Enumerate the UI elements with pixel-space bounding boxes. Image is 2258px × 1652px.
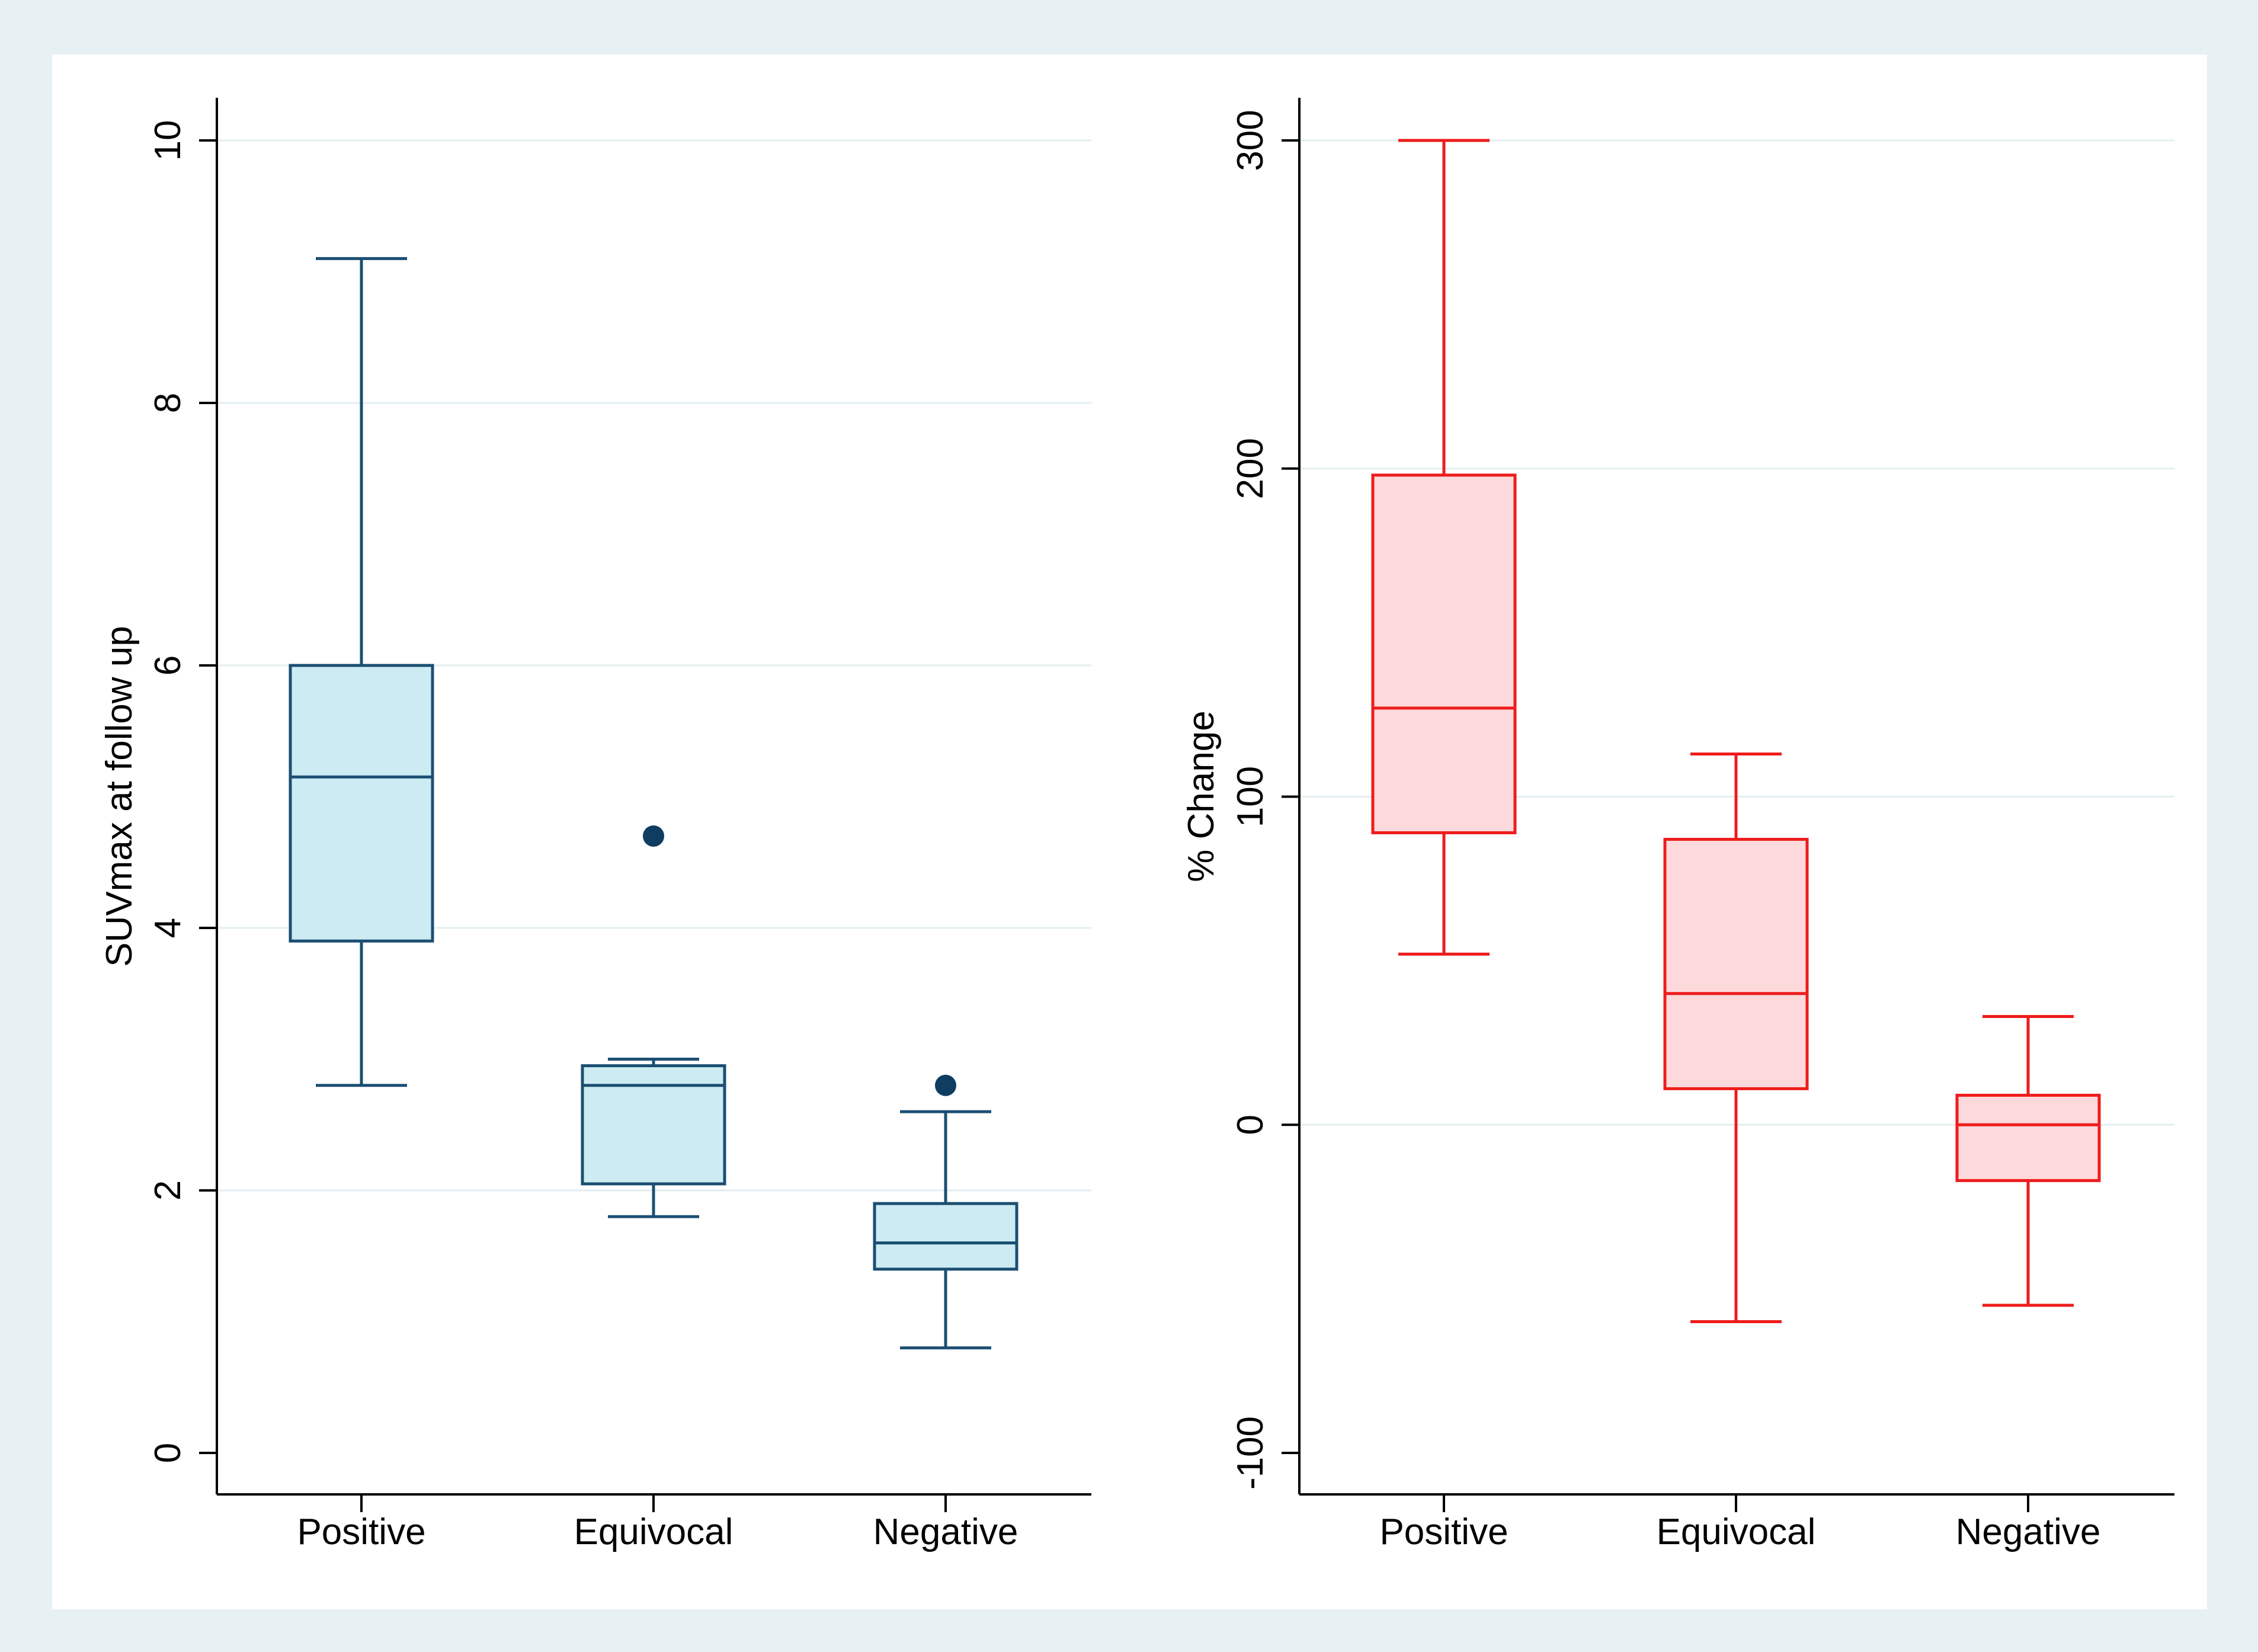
percent-change-negative-iqr-box: [1955, 1093, 2101, 1182]
percent-change-boxplot-panel: -100 0 100 200 300 Positive Equivocal Negative…: [1181, 98, 2174, 1552]
suvmax-y-tick-label: 4: [148, 918, 188, 938]
percent-change-x-tick-labels: Positive Equivocal Negative: [1379, 1494, 2100, 1552]
suvmax-equivocal-outlier-point: [643, 825, 664, 847]
suvmax-positive-iqr-box: [289, 664, 434, 943]
percent-change-equivocal-iqr-box: [1663, 837, 1809, 1090]
suvmax-y-axis-title: SUVmax at follow up: [99, 626, 140, 966]
suvmax-x-tick-labels: Positive Equivocal Negative: [297, 1494, 1018, 1552]
suvmax-negative-outlier-point: [935, 1074, 956, 1096]
percent-change-x-tick-label-positive: Positive: [1379, 1512, 1508, 1552]
percent-change-equivocal-box: [1663, 753, 1809, 1323]
percent-change-positive-iqr-box: [1371, 473, 1517, 834]
percent-change-y-tick-label: 300: [1230, 110, 1271, 171]
suvmax-equivocal-iqr-box: [581, 1064, 726, 1186]
suvmax-negative-box: [873, 1074, 1018, 1350]
percent-change-y-tick-label: -100: [1230, 1416, 1271, 1490]
suvmax-y-ticks: 0 2 4 6 8 10: [148, 120, 217, 1463]
percent-change-negative-box: [1955, 1015, 2101, 1307]
suvmax-x-tick-label-negative: Negative: [873, 1512, 1018, 1552]
percent-change-x-tick-label-equivocal: Equivocal: [1657, 1512, 1816, 1552]
suvmax-y-tick-label: 0: [148, 1443, 188, 1463]
percent-change-y-tick-label: 200: [1230, 438, 1271, 499]
suvmax-positive-box: [289, 257, 434, 1087]
suvmax-y-tick-label: 2: [148, 1180, 188, 1200]
percent-change-y-ticks: -100 0 100 200 300: [1230, 110, 1299, 1490]
suvmax-y-tick-label: 10: [148, 120, 188, 161]
suvmax-boxes: [289, 257, 1018, 1350]
percent-change-y-tick-label: 100: [1230, 766, 1271, 827]
percent-change-y-axis-title: % Change: [1181, 710, 1222, 882]
percent-change-boxes: [1371, 139, 2101, 1323]
suvmax-negative-iqr-box: [873, 1202, 1018, 1271]
suvmax-x-tick-label-equivocal: Equivocal: [574, 1512, 734, 1552]
suvmax-x-tick-label-positive: Positive: [297, 1512, 425, 1552]
suvmax-boxplot-panel: 0 2 4 6 8 10 Positive Equivocal Negative SUVmax…: [99, 98, 1091, 1552]
percent-change-positive-box: [1371, 139, 1517, 956]
percent-change-y-tick-label: 0: [1230, 1115, 1271, 1135]
suvmax-y-tick-label: 6: [148, 655, 188, 675]
percent-change-x-tick-label-negative: Negative: [1956, 1512, 2101, 1552]
suvmax-equivocal-box: [581, 825, 726, 1218]
suvmax-y-tick-label: 8: [148, 393, 188, 413]
